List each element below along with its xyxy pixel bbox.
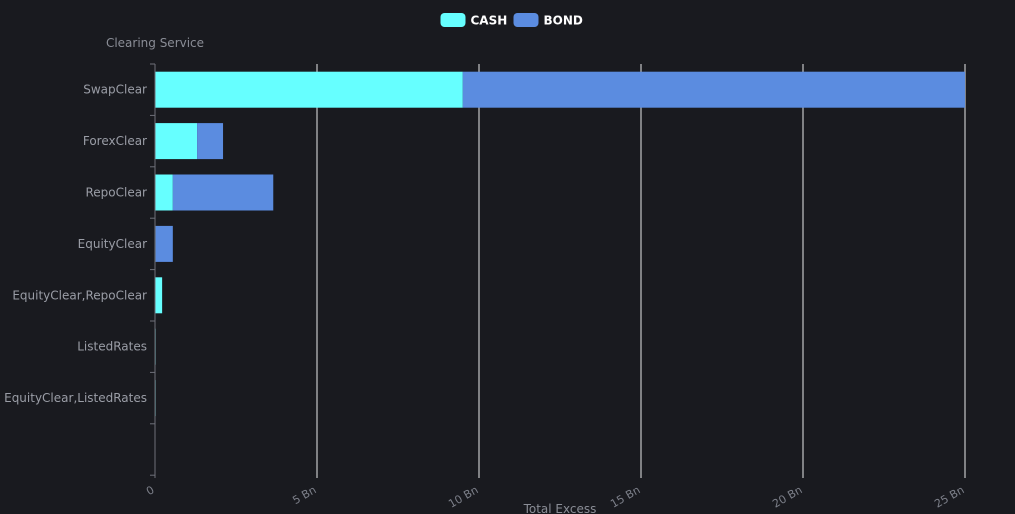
y-axis-title: Clearing Service [106,36,204,50]
category-label: EquityClear,RepoClear [12,288,147,302]
category-label: EquityClear,ListedRates [4,391,147,405]
x-tick-label: 20 Bn [770,483,804,510]
category-label: EquityClear [78,237,147,251]
category-label: SwapClear [83,83,147,97]
bar-cash[interactable] [155,71,463,108]
legend[interactable]: CASH BOND [440,13,583,28]
x-tick-label: 0 [144,483,157,498]
bar-cash[interactable] [155,123,198,160]
category-label: ListedRates [77,340,147,354]
bars [155,71,965,417]
grid-lines [316,64,966,478]
category-label: ForexClear [83,134,147,148]
x-tick-label: 5 Bn [290,483,318,507]
bar-cash[interactable] [155,277,163,314]
x-axis-title: Total Excess [523,502,597,514]
category-label: RepoClear [85,186,147,200]
legend-label-bond[interactable]: BOND [544,14,583,28]
legend-swatch-bond[interactable] [513,13,539,27]
bar-bond[interactable] [462,71,965,108]
bar-bond[interactable] [172,174,274,211]
x-tick-label: 15 Bn [608,483,642,510]
legend-swatch-cash[interactable] [440,13,466,27]
x-tick-label: 10 Bn [446,483,480,510]
bar-bond[interactable] [155,225,173,262]
legend-label-cash[interactable]: CASH [471,14,508,28]
x-tick-label: 25 Bn [932,483,966,510]
bar-bond[interactable] [197,123,224,160]
bar-cash[interactable] [155,174,173,211]
axes [150,63,156,478]
